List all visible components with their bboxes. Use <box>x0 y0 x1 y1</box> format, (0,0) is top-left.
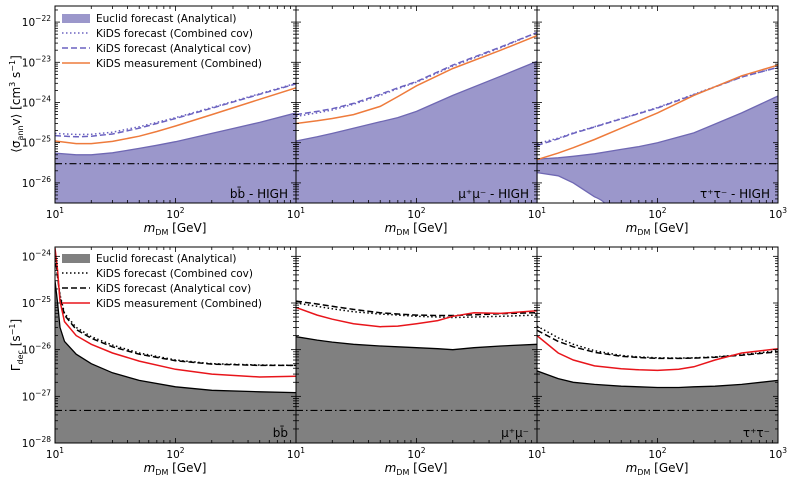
x-axis-label: mDM [GeV] <box>144 461 207 477</box>
x-axis-label: mDM [GeV] <box>626 221 689 237</box>
legend-label: Euclid forecast (Analytical) <box>96 13 236 25</box>
y-axis-label-annihilation: ⟨σannv⟩ [cm3 s−1] <box>8 55 25 153</box>
legend-label: KiDS forecast (Analytical cov) <box>96 43 251 55</box>
panel-annihilation-mumu: 101 102 μ⁺μ⁻ - HIGH <box>287 5 538 221</box>
euclid-forecast-area <box>296 336 537 443</box>
euclid-forecast-edge <box>296 336 537 351</box>
x-axis-label: mDM [GeV] <box>385 461 448 477</box>
y-tick-label: 10−24 <box>22 94 51 109</box>
kids-forecast-analytical-line <box>296 300 537 317</box>
y-tick-label: 10−25 <box>22 295 51 310</box>
y-tick-label: 10−28 <box>22 435 51 450</box>
kids-measurement-line <box>296 306 537 328</box>
x-tick-label: 101 <box>46 206 64 221</box>
legend-annihilation: Euclid forecast (Analytical) KiDS foreca… <box>62 13 262 70</box>
x-tick-label: 101 <box>528 446 546 461</box>
panel-annihilation-bb: 101 102 10−26 10−25 10−24 10−23 10−22 bb̄ - HI… <box>22 5 297 221</box>
euclid-forecast-edge <box>537 370 778 389</box>
euclid-forecast-area <box>296 61 537 203</box>
kids-forecast-analytical-line <box>537 329 778 360</box>
legend-decay: Euclid forecast (Analytical) KiDS foreca… <box>62 253 262 310</box>
x-tick-label: 101 <box>287 446 305 461</box>
channel-label: bb̄ - HIGH <box>230 187 288 201</box>
euclid-forecast-edge <box>55 280 296 394</box>
euclid-forecast-lower-region <box>537 171 606 203</box>
kids-forecast-combined-line <box>296 31 537 118</box>
x-tick-label: 101 <box>287 206 305 221</box>
y-tick-label: 10−24 <box>22 248 51 263</box>
panel-decay-tautau: 101 102 103 τ⁺τ⁻ <box>528 246 787 461</box>
kids-forecast-analytical-line <box>296 31 537 116</box>
legend-swatch-fill <box>62 254 90 263</box>
y-tick-label: 10−26 <box>22 342 51 357</box>
euclid-forecast-area <box>537 370 778 443</box>
channel-label: bb̄ <box>273 426 288 440</box>
y-axis-label-decay: Γdec [s−1] <box>8 319 25 371</box>
x-axis-label: mDM [GeV] <box>626 461 689 477</box>
panel-decay-bb: 101 102 10−28 10−27 10−26 10−25 10−24 bb̄ <box>22 246 297 461</box>
legend-label: KiDS measurement (Combined) <box>96 298 262 310</box>
channel-label: μ⁺μ⁻ <box>501 426 529 440</box>
kids-forecast-analytical-line <box>55 83 296 138</box>
y-tick-label: 10−22 <box>22 14 51 29</box>
x-tick-label: 101 <box>46 446 64 461</box>
panel-annihilation-tautau: 101 102 103 τ⁺τ⁻ - HIGH <box>528 5 787 221</box>
x-tick-label: 102 <box>648 446 666 461</box>
legend-label: Euclid forecast (Analytical) <box>96 253 236 265</box>
legend-swatch-fill <box>62 14 90 23</box>
x-tick-label: 102 <box>407 446 425 461</box>
kids-forecast-combined-line <box>537 66 778 145</box>
y-tick-label: 10−25 <box>22 135 51 150</box>
x-tick-label: 102 <box>166 206 184 221</box>
legend-label: KiDS forecast (Combined cov) <box>96 268 253 280</box>
kids-measurement-line <box>537 64 778 161</box>
x-axis-label: mDM [GeV] <box>385 221 448 237</box>
kids-forecast-combined-line <box>537 325 778 359</box>
y-tick-label: 10−27 <box>22 388 51 403</box>
x-tick-label: 103 <box>769 446 787 461</box>
y-tick-label: 10−26 <box>22 175 51 190</box>
kids-forecast-combined-line <box>55 252 296 367</box>
x-tick-label: 102 <box>166 446 184 461</box>
euclid-forecast-edge <box>55 112 296 156</box>
y-tick-label: 10−23 <box>22 54 51 69</box>
kids-measurement-line <box>55 87 296 145</box>
kids-measurement-line <box>55 248 296 378</box>
legend-label: KiDS forecast (Combined cov) <box>96 28 253 40</box>
kids-measurement-line <box>296 34 537 125</box>
euclid-forecast-edge <box>296 60 537 142</box>
channel-label: μ⁺μ⁻ - HIGH <box>458 187 529 201</box>
x-tick-label: 103 <box>769 206 787 221</box>
x-axis-label: mDM [GeV] <box>144 221 207 237</box>
x-tick-label: 101 <box>528 206 546 221</box>
euclid-forecast-area <box>537 96 778 203</box>
euclid-forecast-area <box>55 280 296 443</box>
channel-label: τ⁺τ⁻ - HIGH <box>700 187 770 201</box>
panel-decay-mumu: 101 102 μ⁺μ⁻ <box>287 246 538 461</box>
kids-measurement-line <box>537 335 778 372</box>
channel-label: τ⁺τ⁻ <box>743 426 770 440</box>
legend-label: KiDS measurement (Combined) <box>96 58 262 70</box>
euclid-forecast-area <box>55 112 296 203</box>
euclid-forecast-edge <box>537 95 778 160</box>
x-tick-label: 102 <box>648 206 666 221</box>
x-tick-label: 102 <box>407 206 425 221</box>
legend-label: KiDS forecast (Analytical cov) <box>96 283 251 295</box>
